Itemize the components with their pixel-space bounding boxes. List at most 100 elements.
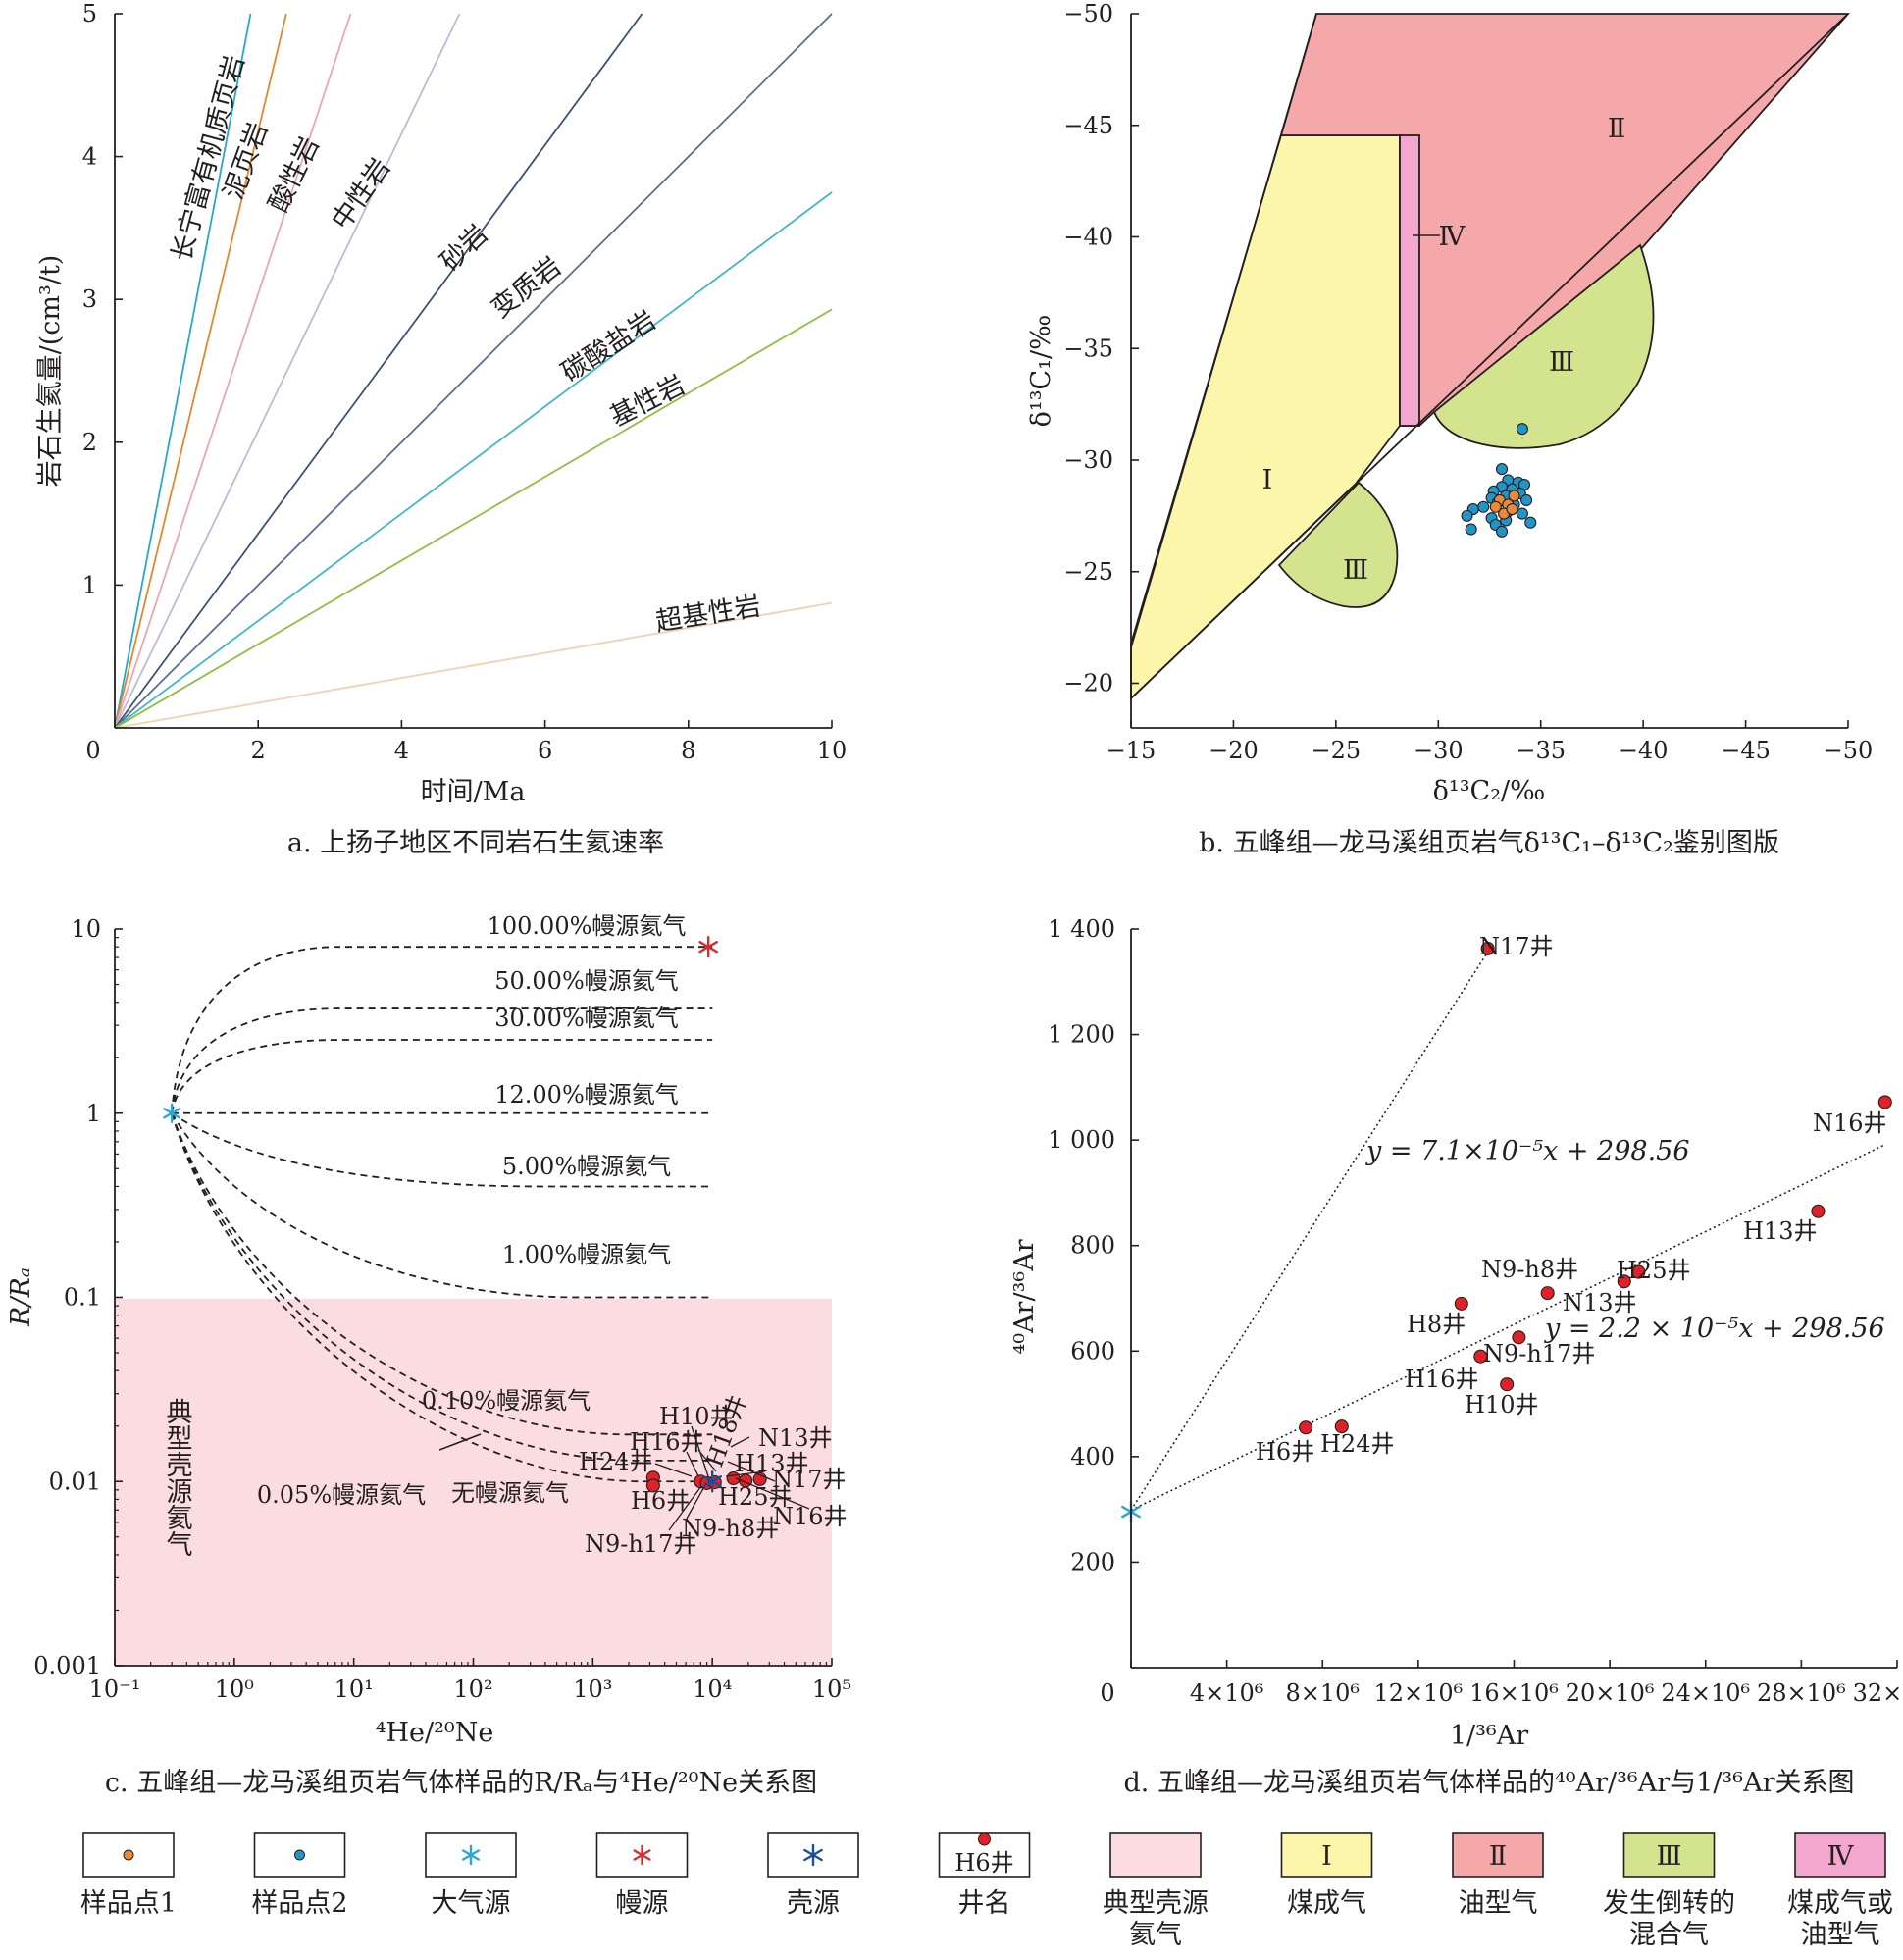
label-intermediate-rock: 中性岩 — [326, 153, 396, 235]
d-xtick-label: 4×10⁶ — [1190, 1679, 1264, 1707]
point-label-N9-h17: N9-h17井 — [1483, 1340, 1595, 1367]
d-well-point-9 — [1500, 1377, 1515, 1392]
mixing-curve-2 — [171, 1039, 713, 1113]
label-mafic-rock: 基性岩 — [605, 370, 690, 433]
panel-d-ticks: 0 4×10⁶ 8×10⁶ 12×10⁶ 16×10⁶ 20×10⁶ 24×10⁶ 28×10… — [1048, 915, 1903, 1707]
crust-marker — [702, 1470, 723, 1493]
mixing-curve-8 — [171, 1112, 713, 1483]
a-xtick-label: 8 — [681, 737, 695, 764]
legend-item-2: 大气源 — [425, 1832, 517, 1919]
panel-a-series — [114, 13, 833, 729]
d-ytick-label: 800 — [1070, 1232, 1115, 1260]
d-xtick-label: 12×10⁶ — [1373, 1679, 1463, 1707]
equation-1: y = 7.1×10⁻⁵x + 298.56 — [1365, 1136, 1690, 1166]
d-xtick-label: 0 — [1100, 1679, 1114, 1707]
b-xtick-label: −25 — [1312, 737, 1362, 764]
sample1-point-2 — [1508, 490, 1520, 502]
sample2-point-0 — [1516, 423, 1528, 436]
panel-b: Ⅰ Ⅱ Ⅲ Ⅲ Ⅳ −15 −20 −25 −30 −35 −40 −45 −50 −20 −25… — [1026, 0, 1873, 858]
mixing-curve-label-3: 12.00%幔源氦气 — [494, 1081, 679, 1109]
well-label-H10: H10井 — [659, 1403, 733, 1430]
panel-a-axes — [114, 14, 832, 729]
region-I — [1130, 134, 1401, 701]
sample1-point-5 — [1506, 502, 1518, 516]
shell-zone-label: 典型壳源氦气 — [162, 1398, 193, 1557]
legend-label-2: 大气源 — [432, 1888, 511, 1919]
sample2-point-14 — [1477, 500, 1490, 513]
panel-d-ylabel: ⁴⁰Ar/³⁶Ar — [1009, 1239, 1040, 1354]
series-line-4 — [114, 13, 643, 729]
mixing-curve-label-1: 50.00%幔源氦气 — [494, 967, 679, 995]
well-label-H25: H25井 — [718, 1483, 792, 1511]
sample2-point-21 — [1524, 516, 1537, 529]
c-xtick-label: 10⁵ — [812, 1676, 851, 1703]
panel-c-well-labels: H10井 H16井 H18井 N13井 H24井 H13井 H6井 N17井 H… — [579, 1392, 848, 1558]
legend-item-6: 典型壳源氦气 — [1103, 1832, 1209, 1950]
d-ytick-label: 600 — [1070, 1337, 1115, 1365]
panel-c-mixing-curves — [171, 946, 713, 1483]
well-label-N9-h8: N9-h8井 — [682, 1515, 779, 1542]
a-ytick-label: 3 — [82, 285, 97, 313]
point-label-H16: H16井 — [1405, 1366, 1478, 1393]
label-sandstone: 砂岩 — [435, 219, 493, 278]
series-line-7 — [114, 308, 833, 729]
a-ytick-label: 1 — [82, 571, 97, 598]
b-xtick-label: −35 — [1516, 737, 1566, 764]
d-well-point-4 — [1617, 1274, 1631, 1289]
mantle-marker — [698, 935, 719, 958]
panel-b-points — [1461, 423, 1537, 538]
legend-item-1: 样品点2 — [251, 1832, 348, 1919]
legend-label-4: 壳源 — [787, 1888, 840, 1919]
point-label-H6: H6井 — [1256, 1438, 1314, 1466]
a-ytick-label: 4 — [82, 143, 97, 171]
panel-a-xlabel: 时间/Ma — [421, 777, 526, 807]
sample2-point-18 — [1461, 509, 1473, 522]
well-label-N16: N16井 — [773, 1503, 848, 1530]
region-II-label: Ⅱ — [1608, 114, 1625, 144]
legend-label-6: 典型壳源 — [1103, 1888, 1209, 1919]
b-ytick-label: −20 — [1063, 670, 1113, 697]
mixing-curve-label-8: 无幔源氦气 — [451, 1479, 569, 1507]
series-line-3 — [114, 13, 461, 729]
panel-b-ticks: −15 −20 −25 −30 −35 −40 −45 −50 −20 −25 −30 −35 −40 −… — [1063, 0, 1873, 764]
legend-region-mark-10: Ⅳ — [1827, 1841, 1855, 1872]
legend-region-mark-8: Ⅱ — [1489, 1841, 1507, 1872]
sample2-point-23 — [1465, 523, 1477, 536]
point-label-N9-h8: N9-h8井 — [1481, 1256, 1578, 1283]
mixing-curve-5 — [171, 1112, 713, 1299]
panel-d-point-labels: N17井 N16井 H13井 H25井 N13井 N9-h8井 H8井 N9-h… — [1256, 933, 1887, 1466]
b-xtick-label: −40 — [1619, 737, 1669, 764]
mixing-curve-label-2: 30.00%幔源氦气 — [494, 1005, 679, 1032]
d-xtick-label: 8×10⁶ — [1285, 1679, 1360, 1707]
c-ytick-label: 1 — [86, 1100, 101, 1127]
d-ytick-label: 1 400 — [1048, 915, 1115, 943]
series-line-1 — [114, 13, 287, 729]
panel-d: N17井 N16井 H13井 H25井 N13井 N9-h8井 H8井 N9-h… — [1009, 915, 1903, 1798]
d-xtick-label: 32×10⁶ — [1853, 1679, 1903, 1707]
a-xtick-label: 2 — [251, 737, 266, 764]
b-xtick-label: −30 — [1414, 737, 1464, 764]
point-label-H25: H25井 — [1617, 1257, 1690, 1284]
mixing-curve-label-5: 1.00%幔源氦气 — [502, 1241, 671, 1268]
series-line-5 — [114, 13, 833, 729]
panel-c: 典型壳源氦气 100.00%幔源氦气 50.00%幔源氦气 30.00%幔源氦气 12… — [6, 912, 851, 1798]
sample2-point-11 — [1520, 493, 1533, 507]
well-label-N17: N17井 — [772, 1466, 847, 1493]
mixing-curve-0 — [171, 946, 713, 1113]
d-ytick-label: 1 000 — [1048, 1126, 1115, 1154]
well-label-H6: H6井 — [631, 1487, 690, 1515]
d-ytick-label: 1 200 — [1048, 1021, 1115, 1049]
panel-b-regions — [1130, 13, 1850, 701]
panel-c-ylabel: R/Rₐ — [6, 1267, 36, 1327]
legend-air-icon — [462, 1844, 480, 1866]
d-well-point-5 — [1540, 1286, 1555, 1301]
d-well-point-6 — [1454, 1296, 1468, 1311]
d-well-point-2 — [1811, 1204, 1826, 1218]
legend-item-8: Ⅱ 油型气 — [1452, 1832, 1544, 1919]
d-ytick-label: 200 — [1070, 1548, 1115, 1575]
legend-label-10: 煤成气或 — [1787, 1888, 1893, 1919]
